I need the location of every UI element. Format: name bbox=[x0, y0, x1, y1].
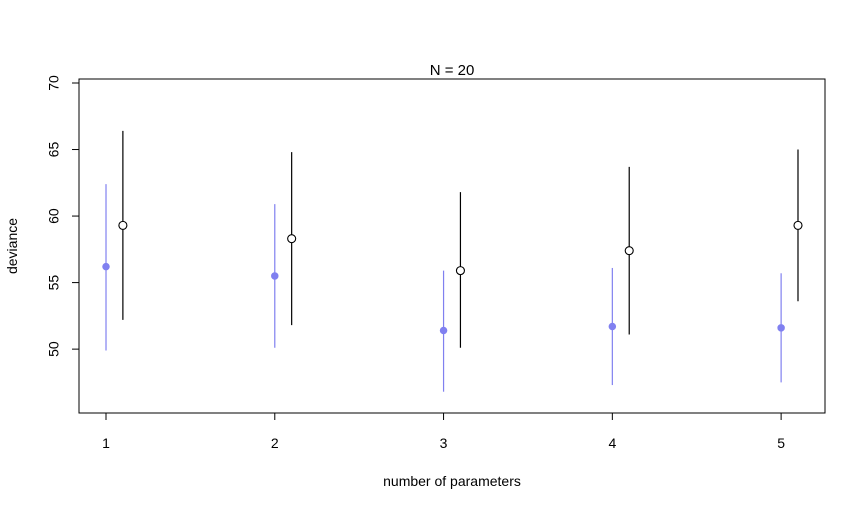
point-filled bbox=[777, 324, 785, 332]
y-tick-label: 70 bbox=[46, 75, 62, 91]
plot-frame bbox=[78, 78, 826, 414]
point-open bbox=[455, 266, 465, 276]
y-tick-label: 60 bbox=[46, 208, 62, 224]
point-open bbox=[287, 234, 297, 244]
point-open bbox=[624, 246, 634, 256]
x-tick-label: 2 bbox=[271, 435, 279, 451]
point-open bbox=[118, 220, 128, 230]
point-filled bbox=[439, 326, 448, 335]
y-tick-label: 55 bbox=[46, 275, 62, 291]
point-filled bbox=[271, 272, 279, 280]
point-filled bbox=[102, 262, 110, 271]
y-tick-label: 50 bbox=[46, 341, 62, 357]
x-tick-label: 3 bbox=[440, 435, 448, 451]
y-tick-label: 65 bbox=[46, 142, 62, 158]
x-tick-label: 1 bbox=[102, 435, 110, 451]
data-marks bbox=[102, 130, 803, 392]
point-filled bbox=[608, 322, 617, 331]
point-open bbox=[793, 220, 803, 230]
x-axis-label: number of parameters bbox=[383, 473, 521, 489]
x-tick-label: 5 bbox=[777, 435, 785, 451]
x-tick-label: 4 bbox=[608, 435, 616, 451]
y-axis-label: deviance bbox=[4, 218, 20, 274]
chart-title: N = 20 bbox=[430, 62, 475, 79]
